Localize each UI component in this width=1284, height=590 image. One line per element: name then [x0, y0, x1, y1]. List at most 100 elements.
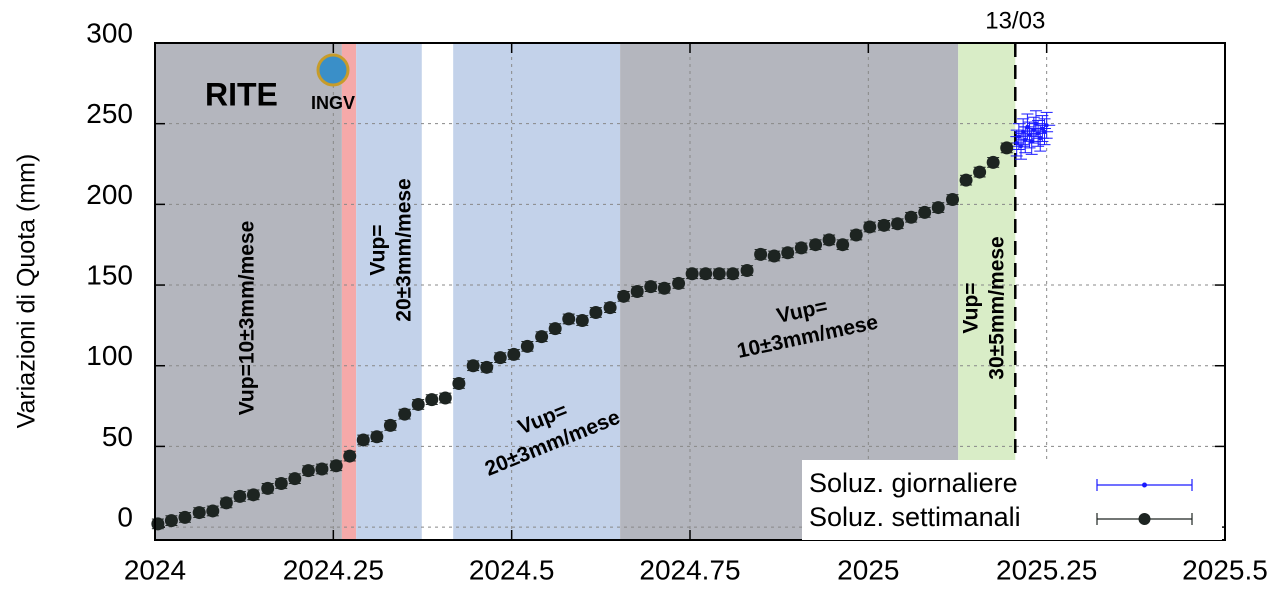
- data-point: [164, 514, 178, 528]
- data-point: [849, 228, 863, 242]
- data-point: [891, 217, 905, 231]
- data-point: [1016, 134, 1021, 139]
- period-band: [958, 43, 1016, 540]
- data-point: [520, 339, 534, 353]
- data-point: [1029, 139, 1034, 144]
- data-point: [261, 481, 275, 495]
- legend-label: Soluz. giornaliere: [809, 468, 1018, 498]
- logo-globe: [316, 53, 350, 87]
- data-point: [1000, 141, 1014, 155]
- data-point: [973, 165, 987, 179]
- data-point: [535, 330, 549, 344]
- data-point: [1036, 131, 1041, 136]
- data-point: [657, 281, 671, 295]
- data-point: [959, 173, 973, 187]
- data-point: [589, 305, 603, 319]
- data-point: [411, 397, 425, 411]
- data-point: [1042, 129, 1047, 134]
- period-band: [620, 43, 959, 540]
- data-point: [1018, 144, 1023, 149]
- y-tick-label: 0: [117, 501, 133, 532]
- y-axis-label: Variazioni di Quota (mm): [13, 154, 41, 429]
- y-tick-label: 150: [86, 259, 133, 290]
- legend-label: Soluz. settimanali: [809, 502, 1021, 532]
- y-tick-label: 200: [86, 179, 133, 210]
- data-point: [493, 351, 507, 365]
- annotation: Vup=10±3mm/mese: [236, 221, 259, 416]
- data-point: [1021, 129, 1026, 134]
- data-point: [794, 241, 808, 255]
- data-point: [617, 289, 631, 303]
- data-point: [548, 322, 562, 336]
- data-point: [288, 472, 302, 486]
- data-point: [329, 459, 343, 473]
- data-point: [151, 517, 165, 531]
- data-point: [863, 220, 877, 234]
- data-point: [1038, 136, 1043, 141]
- data-point: [219, 496, 233, 510]
- logo-text: INGV: [311, 93, 355, 113]
- data-point: [726, 267, 740, 281]
- data-point: [425, 393, 439, 407]
- legend-marker: [1142, 482, 1147, 488]
- data-point: [398, 407, 412, 421]
- data-point: [877, 218, 891, 232]
- data-point: [1027, 132, 1032, 137]
- data-point: [438, 391, 452, 405]
- x-tick-label: 2024.75: [639, 554, 740, 585]
- data-point: [685, 267, 699, 281]
- x-tick-label: 2025.25: [996, 554, 1097, 585]
- x-tick-label: 2024.25: [283, 554, 384, 585]
- x-tick-label: 2024: [124, 554, 186, 585]
- plot-frame: [154, 42, 1226, 541]
- period-band: [453, 43, 621, 540]
- y-tick-label: 50: [102, 421, 133, 452]
- period-band: [155, 43, 342, 540]
- x-tick-label: 2025.5: [1182, 554, 1268, 585]
- data-point: [822, 233, 836, 247]
- data-point: [767, 249, 781, 263]
- data-point: [507, 347, 521, 361]
- annotation-text: Vup=: [367, 224, 390, 275]
- annotation: Vup=20±3mm/mese: [367, 178, 416, 321]
- data-point: [1033, 121, 1038, 126]
- data-point: [452, 376, 466, 390]
- station-label: RITE: [205, 76, 278, 112]
- data-point: [946, 193, 960, 207]
- data-point: [274, 477, 288, 491]
- annotation-text: 30±5mm/mese: [986, 236, 1009, 379]
- period-band: [341, 43, 357, 540]
- data-point: [575, 314, 589, 328]
- legend-marker: [1138, 513, 1151, 525]
- legend-box: [802, 460, 1222, 540]
- data-point: [1025, 124, 1030, 129]
- data-point: [562, 312, 576, 326]
- x-tick-label: 2025: [837, 554, 899, 585]
- annotation-text: Vup=: [960, 282, 983, 333]
- data-point: [740, 264, 754, 278]
- data-point: [343, 449, 357, 463]
- annotation: Vup= 30±5mm/mese: [960, 236, 1009, 379]
- data-point: [315, 462, 329, 476]
- data-point: [356, 433, 370, 447]
- data-point: [370, 430, 384, 444]
- x-tick-label: 2024.5: [469, 554, 555, 585]
- data-point: [712, 267, 726, 281]
- data-point: [178, 510, 192, 524]
- data-point: [1031, 128, 1036, 133]
- data-point: [466, 359, 480, 373]
- y-tick-label: 100: [86, 340, 133, 371]
- data-point: [383, 418, 397, 432]
- data-point: [480, 360, 494, 374]
- data-point: [1040, 126, 1045, 131]
- y-tick-label: 250: [86, 98, 133, 129]
- data-point: [781, 246, 795, 260]
- data-point: [630, 285, 644, 298]
- data-point: [904, 210, 918, 224]
- data-point: [986, 155, 1000, 169]
- data-point: [1044, 123, 1049, 128]
- data-point: [918, 205, 932, 219]
- data-point: [192, 506, 206, 520]
- event-label: 13/03: [985, 7, 1045, 34]
